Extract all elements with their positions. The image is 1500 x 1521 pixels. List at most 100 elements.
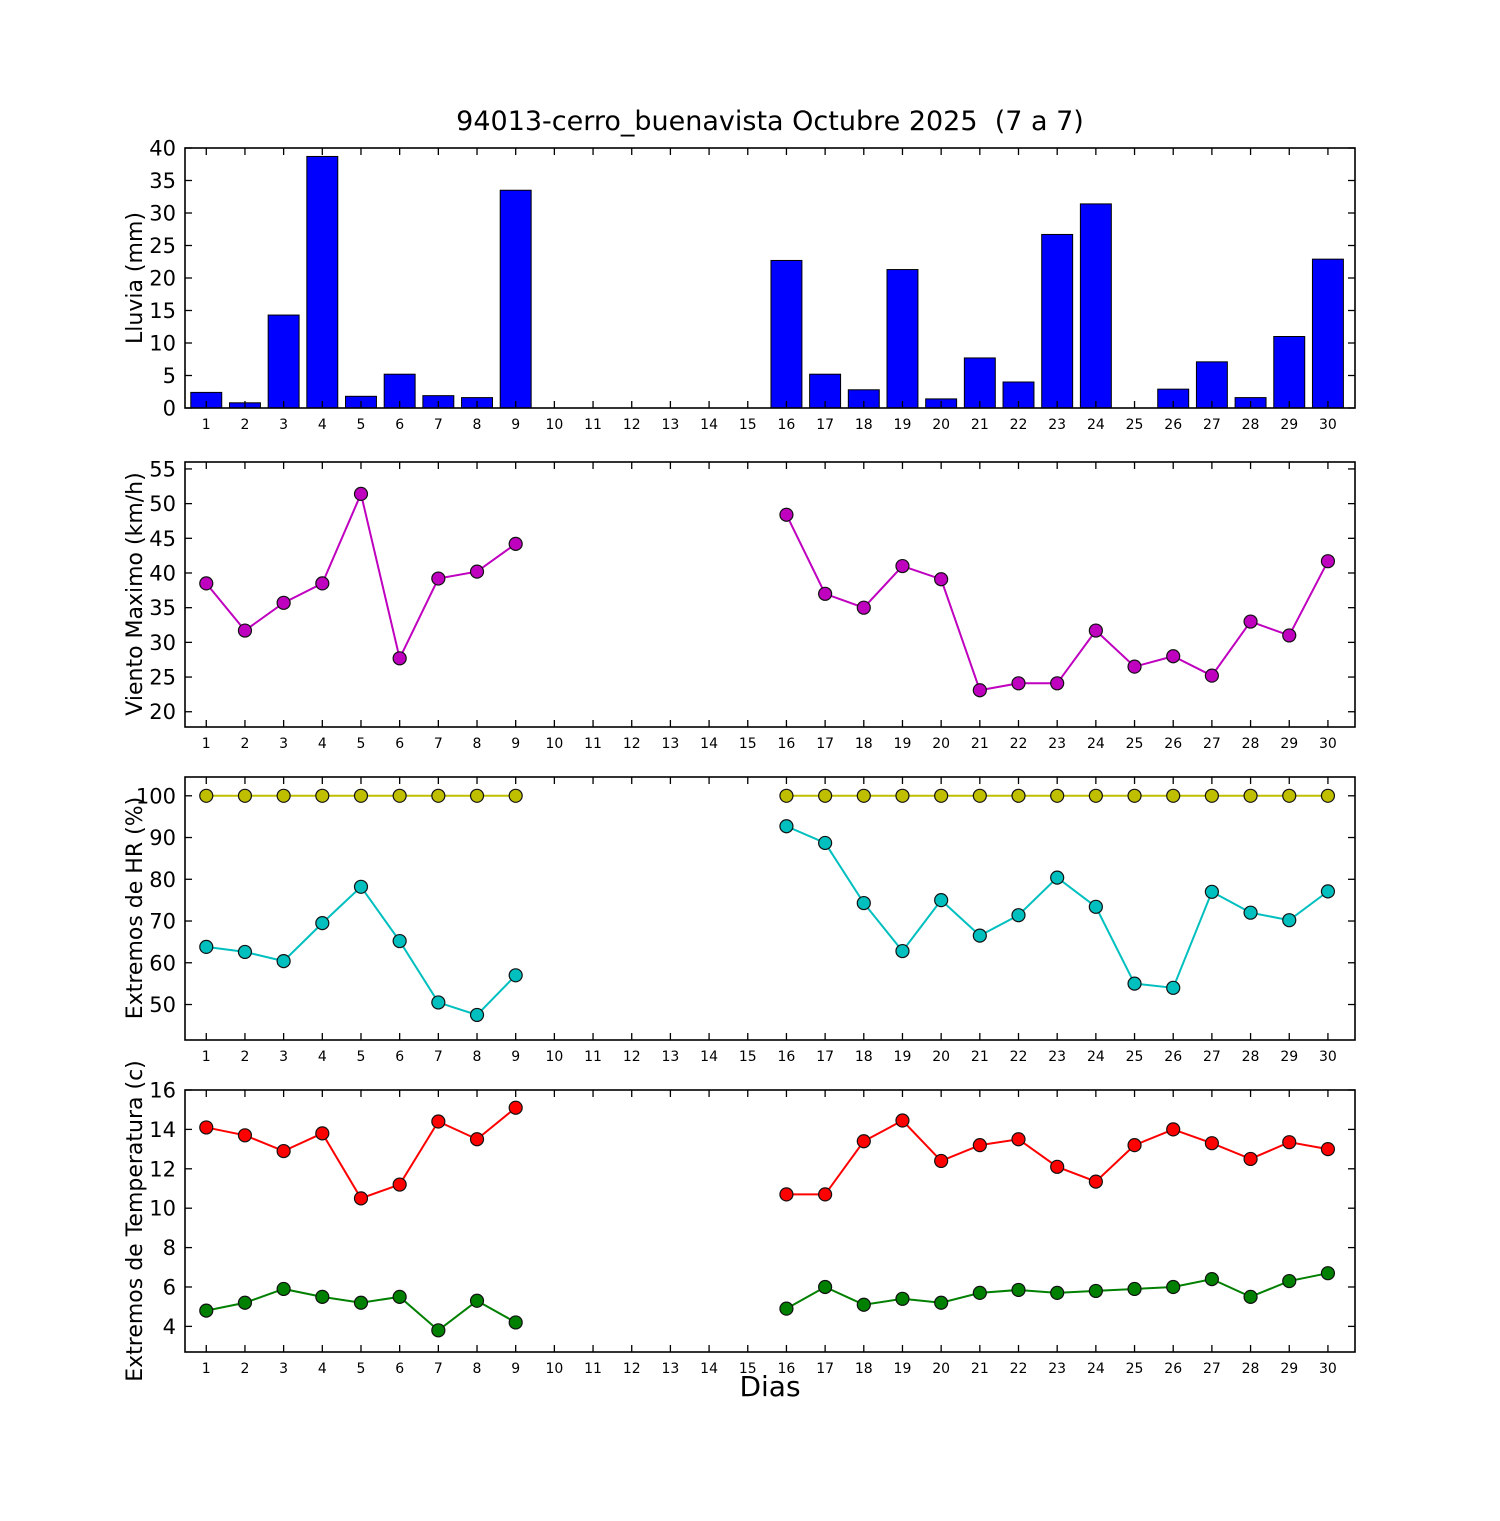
viento-maximo-x-tick-label: 9 <box>511 736 520 752</box>
extremos-temperatura-x-tick-label: 10 <box>545 1361 563 1377</box>
extremos-hr-x-tick-label: 12 <box>623 1049 641 1065</box>
extremos-temperatura-ticks <box>185 1089 1355 1352</box>
lluvia-x-tick-label: 13 <box>661 417 679 433</box>
viento-maximo-x-tick-label: 10 <box>545 736 563 752</box>
extremos-temperatura-x-tick-label: 11 <box>584 1361 602 1377</box>
temp-max-point-day-9 <box>508 1100 523 1115</box>
viento-maximo-point-day-7 <box>431 571 446 586</box>
viento-maximo-x-tick-label: 18 <box>855 736 873 752</box>
extremos-temperatura-x-tick-label: 3 <box>279 1361 288 1377</box>
hr-max-point-day-29 <box>1282 788 1297 803</box>
extremos-temperatura-x-tick-label: 13 <box>661 1361 679 1377</box>
extremos-hr-y-tick-label: 100 <box>136 784 176 808</box>
viento-maximo-point-day-3 <box>276 595 291 610</box>
temp-min-point-day-28 <box>1243 1289 1258 1304</box>
extremos-hr-x-tick-label: 5 <box>357 1049 366 1065</box>
hr-max-point-day-30 <box>1320 788 1336 803</box>
hr-max-point-day-17 <box>818 788 833 803</box>
temp-max-point-day-18 <box>856 1134 871 1149</box>
viento-maximo-x-tick-label: 15 <box>739 736 757 752</box>
lluvia-bar-day-16 <box>770 259 803 409</box>
temp-min-point-day-2 <box>237 1295 253 1310</box>
lluvia-y-tick-label: 20 <box>149 267 176 291</box>
viento-maximo-line-segment <box>205 490 517 662</box>
extremos-hr-y-tick-label: 50 <box>149 993 176 1017</box>
extremos-hr-x-tick-label: 21 <box>971 1049 989 1065</box>
extremos-hr-x-tick-label: 9 <box>511 1049 520 1065</box>
temp-max-point-day-7 <box>431 1114 446 1129</box>
viento-maximo-point-day-2 <box>237 623 253 638</box>
extremos-hr-x-tick-label: 14 <box>700 1049 718 1065</box>
temp-min-point-day-27 <box>1204 1272 1219 1287</box>
lluvia-x-tick-label: 1 <box>202 417 211 433</box>
hr-max-point-day-26 <box>1166 788 1181 803</box>
viento-maximo-point-day-21 <box>972 683 987 698</box>
lluvia-bar-day-9 <box>499 189 532 409</box>
axes-viento-maximo: 1 2 3 4 5 6 7 8 9 10 11 12 13 14 15 16 17 18 19 20 21 22 23 24 2… <box>149 457 1356 752</box>
viento-maximo-point-day-4 <box>315 576 330 591</box>
hr-max-point-day-9 <box>508 788 523 803</box>
extremos-hr-x-tick-label: 16 <box>778 1049 796 1065</box>
hr-max-point-day-2 <box>237 788 253 803</box>
hr-min-point-day-3 <box>276 953 291 969</box>
lluvia-bar-day-30 <box>1311 258 1344 409</box>
hr-max-point-day-28 <box>1243 788 1258 803</box>
viento-maximo-point-day-9 <box>508 536 523 551</box>
lluvia-bar-day-27 <box>1195 361 1228 409</box>
lluvia-x-tick-label: 15 <box>739 417 757 433</box>
extremos-temperatura-y-tick-label: 8 <box>163 1236 176 1260</box>
temp-max-point-day-5 <box>353 1191 369 1206</box>
lluvia-x-tick-label: 23 <box>1048 417 1066 433</box>
extremos-temperatura-y-tick-label: 6 <box>163 1275 176 1299</box>
extremos-temperatura-plot-border <box>184 1089 1356 1353</box>
hr-min-point-day-2 <box>237 944 253 960</box>
viento-maximo-y-tick-label: 25 <box>149 666 176 690</box>
extremos-temperatura-y-tick-label: 12 <box>149 1157 176 1181</box>
temp-min-point-day-8 <box>469 1293 485 1308</box>
viento-maximo-y-tick-label: 35 <box>149 596 176 620</box>
viento-maximo-point-day-26 <box>1166 649 1181 664</box>
extremos-temperatura-x-tick-label: 19 <box>894 1361 912 1377</box>
lluvia-ticks <box>185 147 1355 409</box>
viento-maximo-y-tick-label: 45 <box>149 527 176 551</box>
extremos-temperatura-y-tick-label: 10 <box>149 1197 176 1221</box>
viento-maximo-x-tick-label: 6 <box>395 736 404 752</box>
lluvia-y-tick-label: 0 <box>163 397 176 421</box>
viento-maximo-x-tick-label: 4 <box>318 736 327 752</box>
extremos-hr-x-tick-label: 15 <box>739 1049 757 1065</box>
lluvia-y-tick-label: 25 <box>149 234 176 258</box>
hr-min-point-day-28 <box>1243 905 1258 920</box>
extremos-hr-x-tick-label: 24 <box>1087 1049 1105 1065</box>
extremos-hr-x-tick-label: 7 <box>434 1049 443 1065</box>
hr-max-point-day-4 <box>315 788 330 803</box>
hr-min-point-day-27 <box>1204 884 1219 899</box>
extremos-hr-x-tick-label: 3 <box>279 1049 288 1065</box>
hr-min-point-day-16 <box>779 819 794 834</box>
hr-min-line-segment <box>206 885 517 1017</box>
viento-maximo-x-tick-label: 22 <box>1010 736 1028 752</box>
temp-max-point-day-22 <box>1011 1132 1026 1147</box>
temp-min-point-day-25 <box>1127 1281 1142 1297</box>
viento-maximo-x-tick-label: 19 <box>894 736 912 752</box>
extremos-hr-y-tick-label: 60 <box>149 951 176 975</box>
lluvia-x-tick-label: 10 <box>545 417 563 433</box>
temp-max-point-day-19 <box>895 1113 910 1128</box>
temp-min-point-day-6 <box>392 1289 407 1304</box>
viento-maximo-point-day-29 <box>1282 628 1297 643</box>
extremos-temperatura-x-tick-label: 2 <box>240 1361 249 1377</box>
temp-max-point-day-25 <box>1127 1138 1142 1153</box>
lluvia-x-tick-label: 11 <box>584 417 602 433</box>
viento-maximo-x-tick-label: 3 <box>279 736 288 752</box>
lluvia-bar-day-4 <box>306 155 339 409</box>
temp-min-point-day-16 <box>779 1301 794 1316</box>
viento-maximo-point-day-5 <box>353 486 369 502</box>
extremos-temperatura-x-tick-label: 1 <box>202 1361 211 1377</box>
temp-min-point-day-26 <box>1166 1279 1181 1295</box>
lluvia-y-tick-label: 40 <box>149 137 176 161</box>
axes-extremos-hr: 1 2 3 4 5 6 7 8 9 10 11 12 13 14 15 16 17 18 19 20 21 22 23 24 2… <box>136 776 1356 1065</box>
lluvia-x-tick-label: 26 <box>1164 417 1182 433</box>
temp-max-point-day-30 <box>1320 1141 1336 1157</box>
viento-maximo-point-day-30 <box>1320 554 1336 569</box>
hr-min-point-day-25 <box>1127 976 1142 991</box>
viento-maximo-x-tick-label: 29 <box>1280 736 1298 752</box>
